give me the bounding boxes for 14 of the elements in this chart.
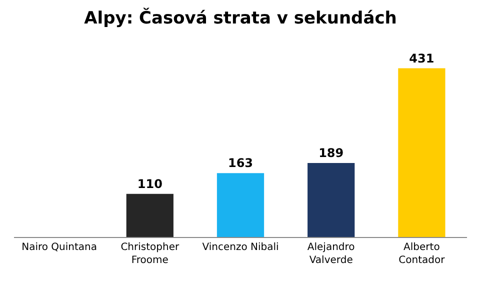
bar [216,173,264,237]
bar [126,194,174,237]
x-tick-label: Christopher Froome [120,242,180,266]
data-label: 110 [137,176,162,191]
chart-title: Alpy: Časová strata v sekundách [84,7,397,28]
x-tick-label: Alberto Contador [398,242,446,266]
bar [308,163,355,237]
data-label: 163 [228,156,254,170]
x-tick-label: Alejandro Valverde [307,242,355,266]
data-label: 189 [318,146,344,160]
x-tick-label: Vincenzo Nibali [202,242,279,253]
data-label: 431 [409,51,434,66]
x-tick-label: Nairo Quintana [22,242,98,253]
bar [398,68,446,237]
